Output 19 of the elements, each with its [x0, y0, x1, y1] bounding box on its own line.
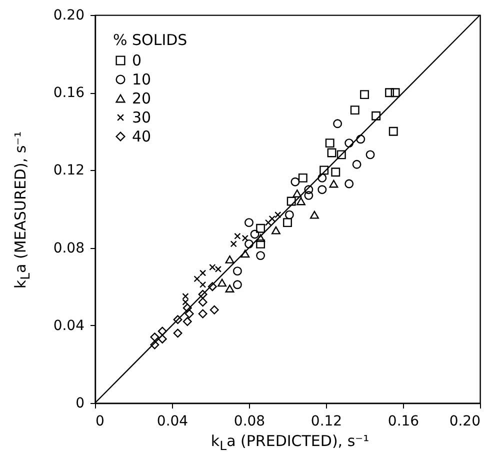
- x-tick-label: 0.16: [388, 414, 420, 430]
- x-tick-label: 0.12: [310, 414, 342, 430]
- x-axis-title: k$_{L}$a (PREDICTED), s⁻¹: [210, 432, 370, 453]
- y-tick-label: 0.08: [53, 240, 84, 256]
- legend-title: % SOLIDS: [113, 31, 188, 49]
- legend-label: 10: [132, 70, 152, 88]
- y-tick-label: 0.12: [53, 162, 84, 179]
- x-tick-label: 0.08: [234, 414, 266, 430]
- y-tick-label: 0.04: [53, 318, 85, 334]
- y-tick-label: 0: [76, 396, 84, 412]
- legend-label: 0: [132, 52, 142, 70]
- x-tick-label: 0: [96, 414, 104, 430]
- legend-label: 40: [132, 128, 152, 146]
- x-tick-label: 0.20: [449, 414, 480, 430]
- legend-label: 30: [132, 108, 152, 126]
- y-tick-label: 0.16: [53, 85, 85, 102]
- x-tick-label: 0.04: [156, 414, 188, 430]
- y-tick-label: 0.20: [53, 8, 84, 24]
- legend-label: 20: [132, 90, 152, 108]
